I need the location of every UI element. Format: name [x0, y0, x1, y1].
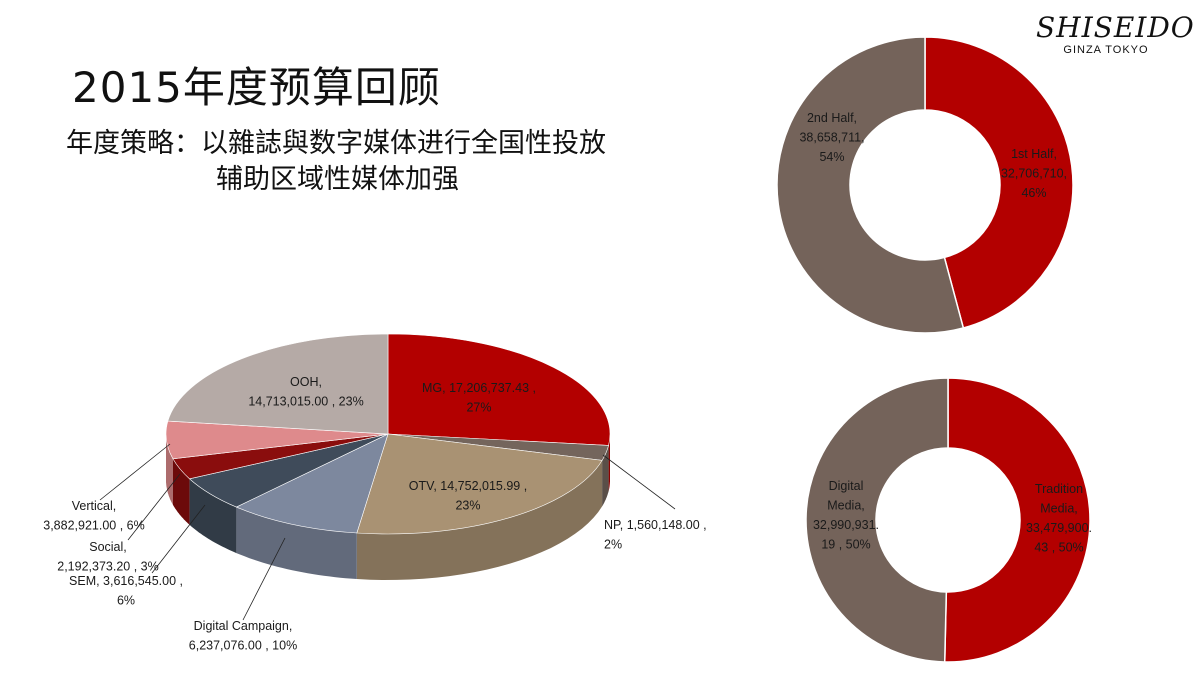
- pie-label-np: NP, 1,560,148.00 , 2%: [604, 518, 707, 552]
- strategy-text: 年度策略：以雜誌與数字媒体进行全国性投放 辅助区域性媒体加强: [66, 126, 606, 198]
- leader-line-np: [602, 454, 676, 510]
- pie-label-np-line: 2%: [604, 538, 622, 552]
- pie-label-vertical-line: 3,882,921.00 , 6%: [43, 519, 144, 533]
- media-split-3d-pie: [165, 333, 611, 580]
- logo-subtitle: GINZA TOKYO: [1063, 44, 1149, 56]
- pie-label-mg: MG, 17,206,737.43 , 27%: [422, 381, 536, 415]
- donut-label-1st-half-line: 46%: [1021, 186, 1046, 200]
- pie-label-ooh-line: 14,713,015.00 , 23%: [248, 395, 363, 409]
- pie-label-np-line: NP, 1,560,148.00 ,: [604, 518, 707, 532]
- pie-label-social: Social, 2,192,373.20 , 3%: [57, 540, 158, 574]
- donut-label-2nd-half-line: 38,658,711,: [799, 131, 864, 145]
- donut-label-2nd-half: 2nd Half, 38,658,711, 54%: [799, 111, 864, 164]
- shiseido-logo: SHISEIDO GINZA TOKYO: [1036, 11, 1195, 57]
- pie-label-otv-line: OTV, 14,752,015.99 ,: [409, 479, 527, 493]
- donut-label-tradition-media: Tradition Media, 33,479,900. 43 , 50%: [1026, 482, 1092, 555]
- pie-slice-mg: [387, 333, 611, 446]
- pie-side-np: [602, 445, 609, 507]
- donut-slice-tradition-media: [943, 377, 1091, 663]
- donut-label-tradition-media-line: Tradition: [1035, 482, 1083, 496]
- donut-label-digital-media-line: 32,990,931.: [813, 518, 879, 532]
- donut-label-digital-media-line: 19 , 50%: [821, 538, 870, 552]
- half-year-donut: [776, 36, 1074, 334]
- pie-label-social-line: Social,: [89, 540, 127, 554]
- pie-label-digital-campaign: Digital Campaign, 6,237,076.00 , 10%: [189, 619, 297, 653]
- pie-label-otv-line: 23%: [455, 499, 480, 513]
- donut-slice-digital-media: [805, 377, 949, 663]
- pie-label-otv: OTV, 14,752,015.99 , 23%: [409, 479, 527, 513]
- leader-line-digital-campaign: [242, 537, 286, 621]
- strategy-line-2: 辅助区域性媒体加强: [216, 164, 459, 195]
- pie-side-otv: [356, 460, 603, 580]
- pie-label-ooh-line: OOH,: [290, 375, 322, 389]
- media-type-donut: [805, 377, 1091, 663]
- donut-label-2nd-half-line: 54%: [819, 150, 844, 164]
- pie-label-mg-line: 27%: [466, 401, 491, 415]
- donut-label-tradition-media-line: 33,479,900.: [1026, 521, 1092, 535]
- pie-label-sem-line: 6%: [117, 594, 135, 608]
- pie-label-social-line: 2,192,373.20 , 3%: [57, 560, 158, 574]
- pie-label-vertical-line: Vertical,: [72, 499, 116, 513]
- pie-label-sem: SEM, 3,616,545.00 , 6%: [69, 574, 183, 608]
- leader-line-social: [127, 473, 181, 541]
- donut-label-digital-media-line: Media,: [827, 499, 865, 513]
- pie-side-vertical: [166, 434, 173, 505]
- logo-brand: SHISEIDO: [1036, 11, 1195, 44]
- pie-label-digital-campaign-line: Digital Campaign,: [194, 619, 293, 633]
- pie-label-sem-line: SEM, 3,616,545.00 ,: [69, 574, 183, 588]
- donut-label-tradition-media-line: 43 , 50%: [1034, 541, 1083, 555]
- donut-label-digital-media-line: Digital: [829, 479, 864, 493]
- donut-label-1st-half-line: 32,706,710,: [1001, 167, 1067, 181]
- pie-side-sem: [189, 478, 237, 554]
- pie-label-vertical: Vertical, 3,882,921.00 , 6%: [43, 499, 144, 533]
- donut-slice-1st-half: [924, 36, 1074, 329]
- pie-label-digital-campaign-line: 6,237,076.00 , 10%: [189, 639, 297, 653]
- donut-label-tradition-media-line: Media,: [1040, 502, 1078, 516]
- donut-label-1st-half-line: 1st Half,: [1011, 147, 1057, 161]
- strategy-line-1: 年度策略：以雜誌與数字媒体进行全国性投放: [66, 128, 606, 159]
- pie-label-mg-line: MG, 17,206,737.43 ,: [422, 381, 536, 395]
- pie-label-ooh: OOH, 14,713,015.00 , 23%: [248, 375, 363, 409]
- donut-label-2nd-half-line: 2nd Half,: [807, 111, 857, 125]
- leader-line-sem: [151, 504, 206, 574]
- pie-side-mg: [608, 434, 610, 492]
- page-title: 2015年度预算回顾: [72, 63, 441, 112]
- leader-line-vertical: [99, 443, 171, 501]
- pie-side-digital-campaign: [236, 507, 357, 579]
- donut-label-digital-media: Digital Media, 32,990,931. 19 , 50%: [813, 479, 879, 552]
- chart-labels: MG, 17,206,737.43 , 27% NP, 1,560,148.00 ,…: [43, 111, 1092, 653]
- pie-slice-digital-campaign: [235, 433, 389, 534]
- donut-label-1st-half: 1st Half, 32,706,710, 46%: [1001, 147, 1067, 200]
- pie-slice-ooh: [167, 333, 389, 435]
- pie-slice-otv: [356, 433, 603, 535]
- donut-slice-2nd-half: [776, 36, 965, 334]
